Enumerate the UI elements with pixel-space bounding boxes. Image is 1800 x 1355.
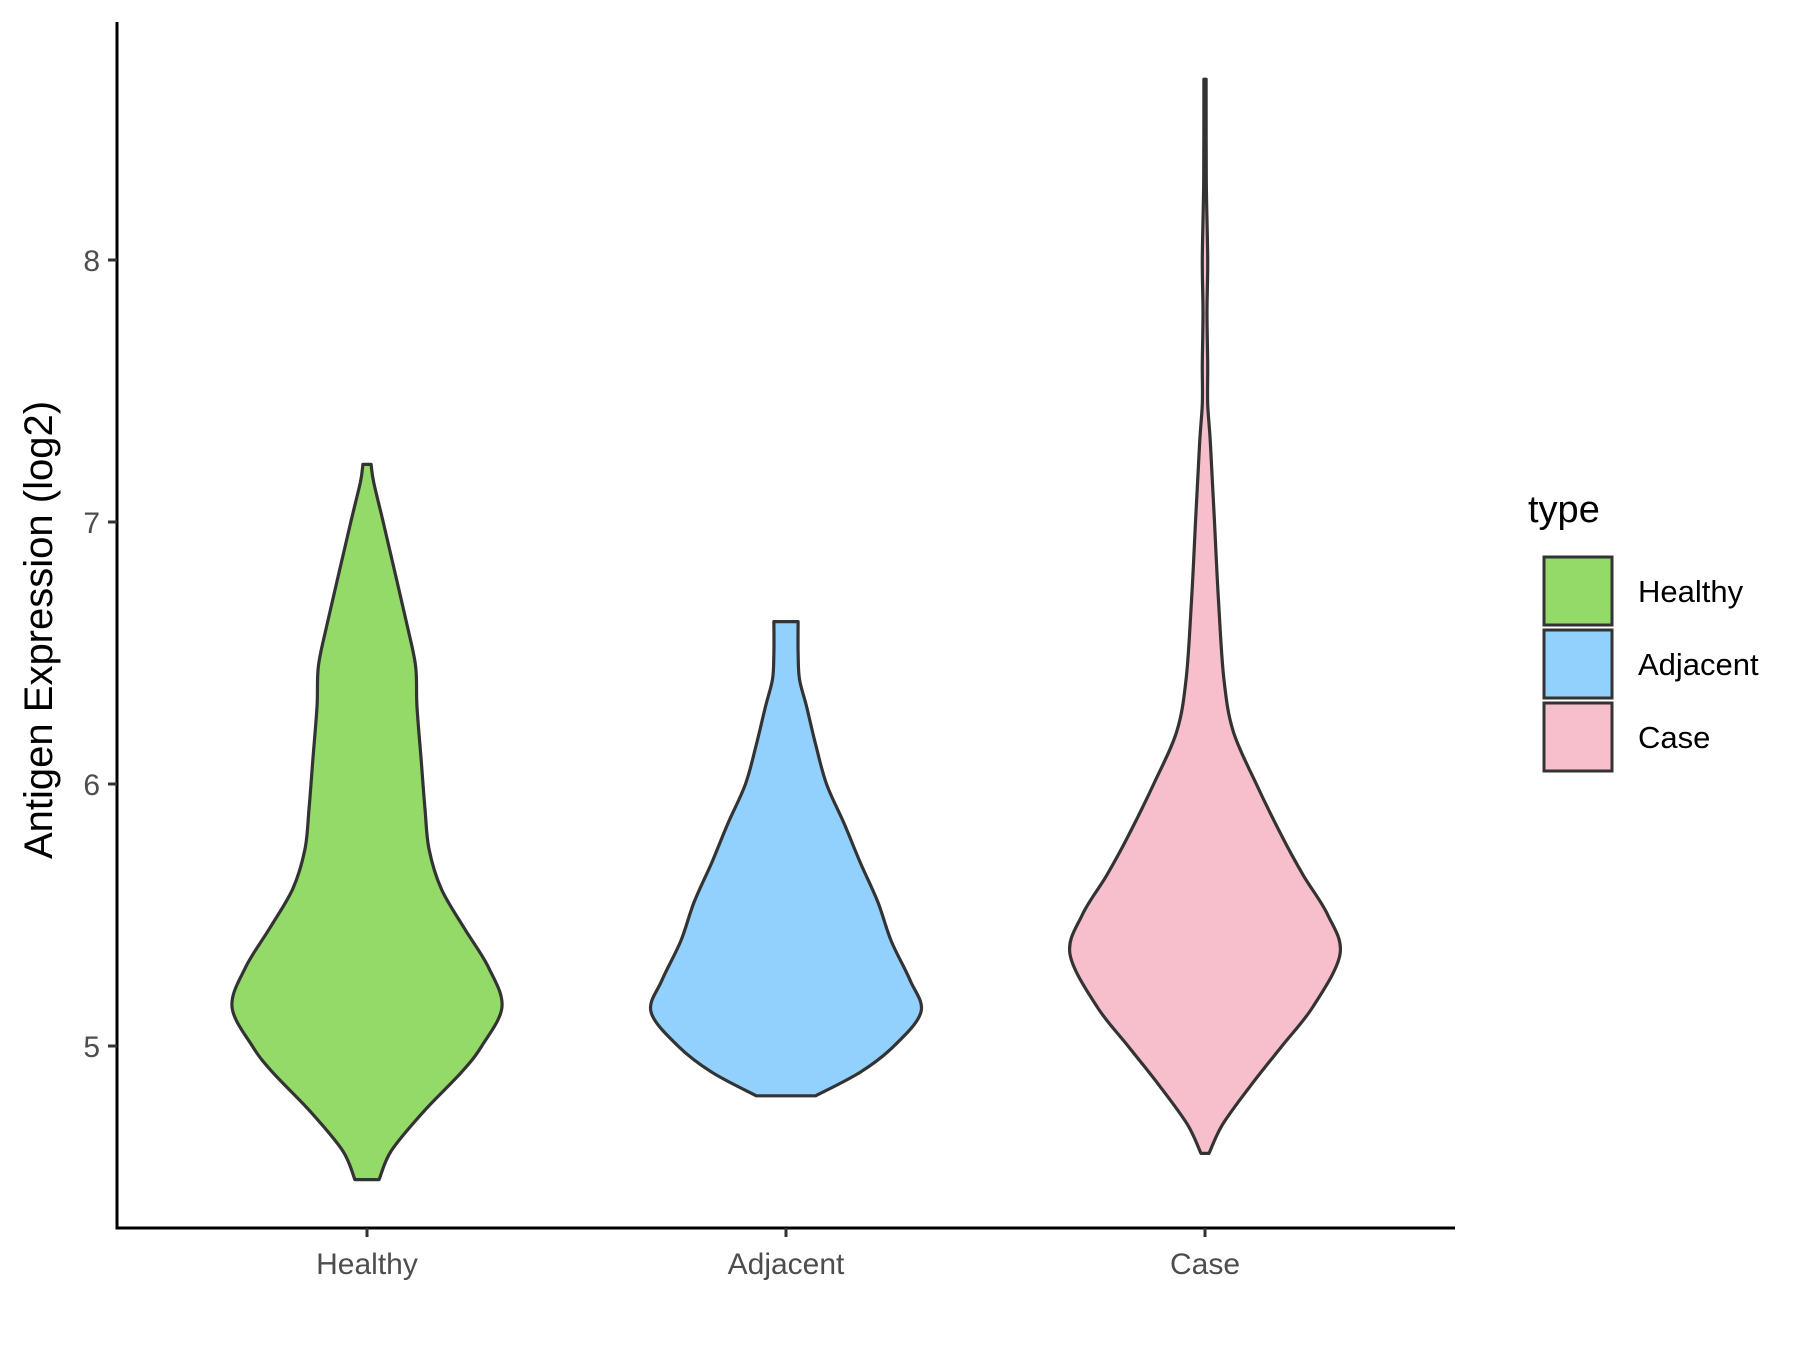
y-tick-label: 7 bbox=[83, 507, 100, 540]
legend-swatch-case bbox=[1542, 701, 1614, 773]
violin-adjacent bbox=[648, 620, 924, 1098]
x-ticks: Healthy Adjacent Case bbox=[316, 1228, 1240, 1281]
y-tick-label: 5 bbox=[83, 1031, 100, 1064]
y-ticks: 5 6 7 8 bbox=[83, 245, 117, 1064]
legend-swatch-healthy bbox=[1542, 555, 1614, 627]
violin-case bbox=[1067, 77, 1343, 1155]
violins-layer bbox=[230, 77, 1343, 1182]
x-tick-label: Adjacent bbox=[728, 1248, 845, 1281]
x-tick-label: Case bbox=[1170, 1248, 1240, 1281]
x-tick-label: Healthy bbox=[316, 1248, 418, 1281]
y-axis-title: Antigen Expression (log2) bbox=[17, 401, 61, 859]
axes-layer: 5 6 7 8 Healthy Adjacent Case bbox=[83, 22, 1455, 1281]
legend-title: type bbox=[1528, 489, 1600, 531]
legend-label-healthy: Healthy bbox=[1638, 574, 1744, 609]
y-tick-label: 8 bbox=[83, 245, 100, 278]
legend-swatch-adjacent bbox=[1542, 628, 1614, 700]
legend-label-adjacent: Adjacent bbox=[1638, 647, 1759, 682]
legend: type Healthy Adjacent Case bbox=[1528, 489, 1759, 773]
y-tick-label: 6 bbox=[83, 769, 100, 802]
violin-healthy bbox=[230, 462, 504, 1182]
legend-label-case: Case bbox=[1638, 720, 1710, 755]
legend-items: Healthy Adjacent Case bbox=[1542, 555, 1759, 773]
